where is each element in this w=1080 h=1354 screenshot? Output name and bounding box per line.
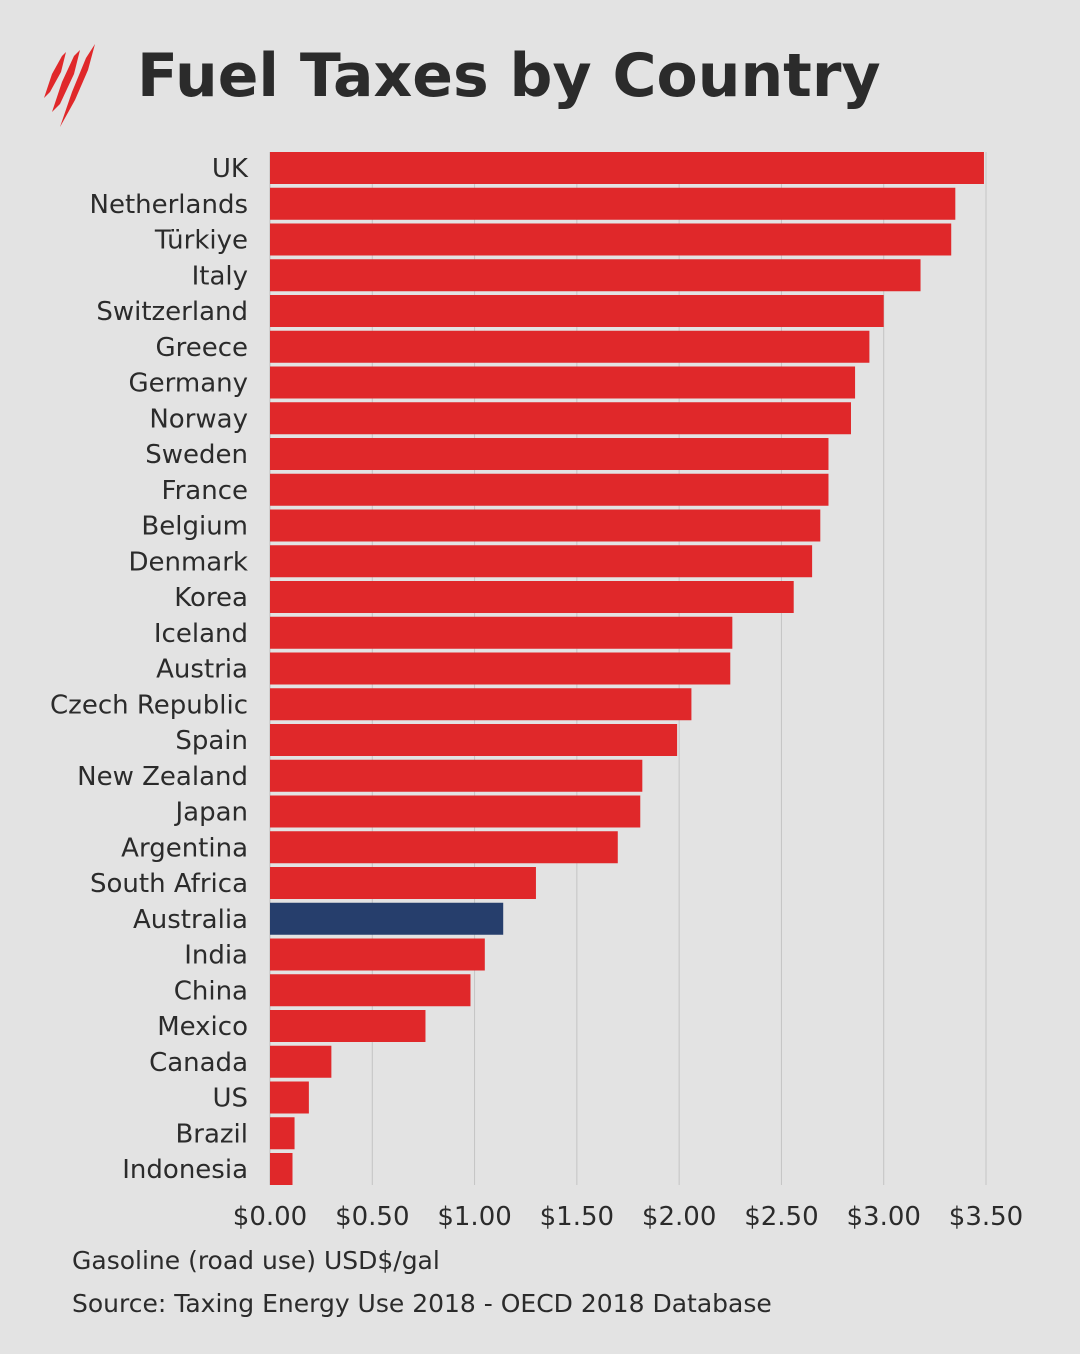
bar-netherlands [270, 187, 956, 220]
category-label: Netherlands [90, 190, 249, 220]
bar-france [270, 473, 829, 506]
bar-greece [270, 330, 870, 363]
category-label: Brazil [175, 1119, 248, 1149]
category-label: Germany [128, 369, 248, 399]
sbs-logo-icon [44, 44, 95, 127]
category-label: Norway [149, 404, 248, 434]
bar-uk [270, 152, 984, 184]
x-tick-label: $2.00 [642, 1202, 716, 1232]
category-label: South Africa [90, 869, 248, 899]
category-label: Denmark [128, 547, 248, 577]
category-label: Mexico [157, 1012, 248, 1042]
bar-china [270, 974, 471, 1007]
category-label: Canada [149, 1048, 248, 1078]
bar-japan [270, 795, 641, 828]
category-label: France [162, 476, 248, 506]
x-axis-label: Gasoline (road use) USD$/gal [72, 1246, 440, 1275]
category-label: Argentina [121, 833, 248, 863]
category-label: Indonesia [122, 1155, 248, 1185]
category-label: Switzerland [96, 297, 248, 327]
category-label: Sweden [145, 440, 248, 470]
bar-argentina [270, 831, 618, 864]
bar-spain [270, 724, 678, 756]
bar-denmark [270, 545, 813, 578]
bar-south-africa [270, 867, 536, 899]
bar-us [270, 1081, 309, 1114]
bar-korea [270, 581, 794, 613]
bar-austria [270, 652, 731, 685]
category-label: Greece [155, 333, 248, 363]
bar-canada [270, 1045, 332, 1078]
bar-italy [270, 259, 921, 292]
category-label: Italy [192, 261, 248, 291]
x-tick-label: $3.50 [949, 1202, 1023, 1232]
bar-india [270, 938, 485, 971]
source-note: Source: Taxing Energy Use 2018 - OECD 20… [72, 1289, 772, 1318]
category-label: Austria [156, 655, 248, 685]
category-label: Türkiye [154, 226, 248, 256]
bar-mexico [270, 1010, 426, 1042]
bar-indonesia [270, 1153, 293, 1185]
category-label: China [174, 976, 248, 1006]
chart-title: Fuel Taxes by Country [137, 41, 881, 111]
bar-switzerland [270, 295, 884, 327]
bar-iceland [270, 616, 733, 649]
bar-belgium [270, 509, 821, 542]
category-label: Belgium [141, 512, 248, 542]
category-label: New Zealand [77, 762, 248, 792]
x-tick-label: $1.00 [437, 1202, 511, 1232]
bar-new-zealand [270, 759, 643, 792]
x-tick-label: $0.50 [335, 1202, 409, 1232]
category-label: Iceland [154, 619, 248, 649]
category-label: US [212, 1084, 248, 1114]
category-label: Korea [174, 583, 248, 613]
bar-norway [270, 402, 851, 435]
bar-germany [270, 366, 856, 399]
x-tick-label: $3.00 [846, 1202, 920, 1232]
category-label: Spain [175, 726, 248, 756]
bar-australia [270, 902, 504, 935]
bar-sweden [270, 438, 829, 470]
category-label: Japan [173, 798, 248, 828]
category-label: Australia [133, 905, 248, 935]
bar-brazil [270, 1117, 295, 1150]
category-label: UK [212, 154, 249, 184]
category-label: Czech Republic [50, 690, 248, 720]
bar-t-rkiye [270, 223, 952, 256]
x-tick-label: $1.50 [540, 1202, 614, 1232]
x-tick-label: $0.00 [233, 1202, 307, 1232]
bar-czech-republic [270, 688, 692, 721]
x-tick-label: $2.50 [744, 1202, 818, 1232]
category-label: India [184, 941, 248, 971]
